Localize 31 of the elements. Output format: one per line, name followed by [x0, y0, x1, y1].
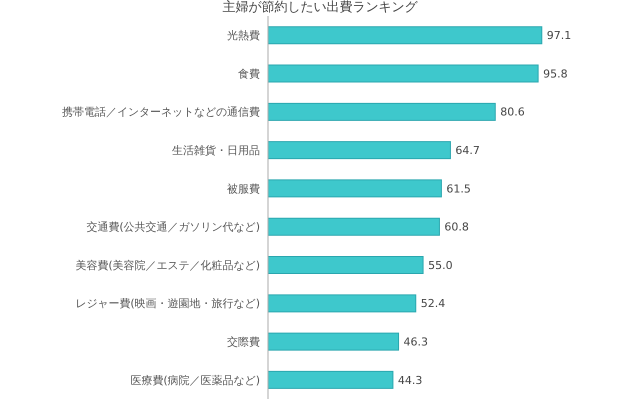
y-tick-label: 医療費(病院／医薬品など)	[130, 374, 260, 387]
data-label: 97.1	[546, 29, 572, 42]
y-tick-label: 被服費	[227, 182, 260, 196]
data-label: 95.8	[543, 67, 568, 80]
bar	[268, 26, 542, 44]
y-tick-label: 生活雑貨・日用品	[172, 144, 260, 157]
bar	[268, 218, 440, 236]
data-label: 55.0	[428, 258, 453, 272]
y-tick-label: 交通費(公共交通／ガソリン代など)	[86, 220, 260, 234]
y-tick-label: 光熱費	[227, 29, 260, 42]
bar	[268, 332, 400, 351]
data-label: 46.3	[404, 336, 428, 349]
data-label: 64.7	[455, 144, 480, 158]
bar	[268, 179, 442, 198]
y-tick-label: レジャー費(映画・遊園地・旅行など)	[75, 297, 260, 310]
data-label: 61.5	[446, 182, 471, 196]
chart-title: 主婦が節約したい出費ランキング	[222, 0, 419, 15]
bar	[268, 294, 416, 312]
bar	[268, 370, 394, 389]
data-label: 80.6	[500, 106, 525, 119]
y-tick-label: 携帯電話／インターネットなどの通信費	[62, 106, 260, 119]
bar	[268, 102, 496, 121]
data-label: 44.3	[398, 374, 422, 387]
bar	[268, 64, 539, 83]
bar	[268, 141, 451, 160]
y-tick-label: 交際費	[227, 335, 260, 348]
data-label: 60.8	[444, 220, 469, 234]
bar	[268, 256, 424, 274]
data-label: 52.4	[420, 297, 446, 310]
y-tick-label: 食費	[238, 67, 260, 80]
y-tick-label: 美容費(美容院／エステ／化粧品など)	[75, 258, 260, 272]
